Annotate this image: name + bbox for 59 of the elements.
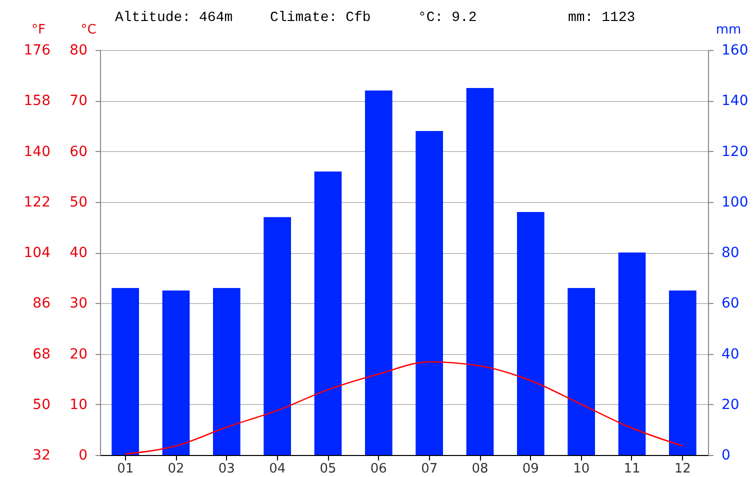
x-tick-label: 07 [421, 462, 438, 476]
x-tick-label: 09 [522, 462, 539, 476]
y2-tick-label: 60 [722, 296, 740, 312]
y3-tick-label: 176 [24, 42, 51, 58]
bar [212, 288, 240, 455]
y3-tick-label: 140 [24, 144, 50, 160]
y-tick-label: 50 [70, 194, 88, 210]
x-tick-label: 11 [624, 462, 640, 476]
bar [264, 217, 292, 455]
line-series [124, 361, 684, 455]
x-tick-label: 08 [472, 462, 488, 476]
text: Climate: Cfb [270, 10, 371, 26]
y2-tick-label: 100 [722, 194, 748, 210]
x-tick-label: 12 [674, 462, 691, 476]
y2-tick-label: 120 [722, 144, 748, 160]
text: Altitude: 464m [115, 10, 233, 26]
bar [162, 290, 190, 455]
text: mm: 1123 [568, 10, 636, 26]
x-tick-label: 04 [269, 462, 286, 476]
y2-tick-label: 80 [722, 245, 740, 261]
y3-tick-label: 104 [24, 245, 51, 261]
x-tick-label: 01 [117, 462, 134, 476]
bar [364, 90, 392, 455]
bar [618, 252, 646, 455]
y2-tick-label: 0 [722, 448, 730, 464]
y3-tick-label: 122 [24, 194, 50, 210]
x-tick-label: 03 [218, 462, 235, 476]
x-tick-label: 02 [168, 462, 184, 476]
bar [668, 290, 696, 455]
x-tick-label: 06 [370, 462, 387, 476]
bar [466, 88, 494, 455]
y3-tick-label: 68 [32, 346, 50, 362]
text: °C: 9.2 [418, 10, 477, 26]
bar [314, 172, 342, 455]
bar [568, 288, 596, 455]
y2-tick-label: 20 [722, 396, 740, 413]
bar [112, 288, 140, 455]
y-tick-label: 80 [70, 42, 88, 58]
y-tick-label: 40 [70, 245, 88, 261]
y2-tick-label: 160 [722, 42, 748, 58]
x-tick-label: 10 [573, 462, 590, 476]
y-tick-label: 70 [70, 93, 88, 110]
y-tick-label: 30 [70, 296, 88, 312]
y3-tick-label: 158 [24, 93, 50, 110]
y2-tick-label: 40 [722, 346, 740, 362]
y-tick-label: 20 [70, 346, 88, 362]
y2-tick-label: 140 [722, 93, 748, 110]
y3-tick-label: 32 [32, 448, 50, 464]
y3-axis-title: °F [32, 22, 46, 38]
y-tick-label: 60 [70, 144, 88, 160]
bar [516, 212, 544, 455]
y3-tick-label: 50 [32, 396, 50, 413]
y2-axis-title: mm [716, 22, 742, 38]
y-axis-title: °C [80, 22, 96, 38]
y-tick-label: 10 [70, 396, 88, 413]
y-tick-label: 0 [78, 448, 88, 464]
x-tick-label: 05 [320, 462, 336, 476]
y3-tick-label: 86 [32, 296, 51, 312]
bar [416, 131, 444, 455]
